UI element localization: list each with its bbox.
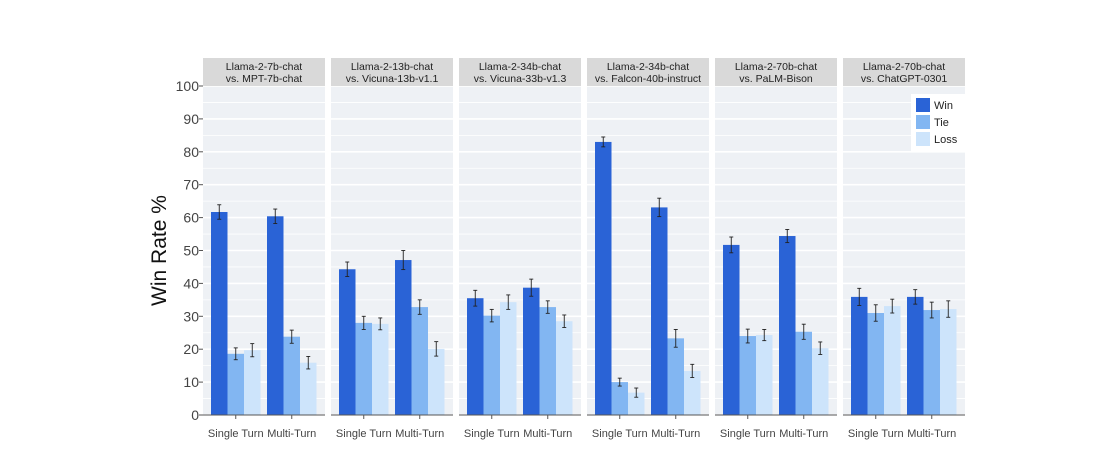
panel-header <box>459 58 581 86</box>
panel-title-line1: Llama-2-34b-chat <box>607 61 689 73</box>
x-tick-label: Multi-Turn <box>651 428 700 440</box>
legend-swatch-win <box>916 98 930 112</box>
y-tick-label: 40 <box>183 275 199 291</box>
legend-label-loss: Loss <box>934 134 958 146</box>
bar-win <box>851 296 868 415</box>
legend-label-tie: Tie <box>934 117 949 129</box>
y-tick-label: 70 <box>183 177 199 193</box>
panel-title-line1: Llama-2-13b-chat <box>351 61 433 73</box>
panel-title-line2: vs. PaLM-Bison <box>739 73 813 85</box>
panel-header <box>331 58 453 86</box>
bar-win <box>779 236 796 415</box>
bar-tie <box>667 338 684 415</box>
bar-loss <box>556 321 573 415</box>
y-tick-label: 0 <box>191 407 199 423</box>
x-tick-label: Single Turn <box>208 428 264 440</box>
bar-tie <box>611 382 628 415</box>
legend-swatch-tie <box>916 115 930 129</box>
bar-loss <box>428 348 445 415</box>
bar-loss <box>756 335 773 415</box>
bar-loss <box>372 323 389 415</box>
panel-header <box>203 58 325 86</box>
bar-win <box>907 296 924 415</box>
bar-loss <box>500 302 517 415</box>
bar-tie <box>227 353 244 415</box>
panel-header <box>715 58 837 86</box>
bar-win <box>595 141 612 415</box>
y-tick-label: 30 <box>183 308 199 324</box>
bar-tie <box>483 315 500 415</box>
panel-title-line2: vs. ChatGPT-0301 <box>861 73 948 85</box>
bar-loss <box>244 350 261 415</box>
panel-title-line2: vs. Vicuna-33b-v1.3 <box>474 73 567 85</box>
panel-title-line1: Llama-2-34b-chat <box>479 61 561 73</box>
x-tick-label: Single Turn <box>848 428 904 440</box>
bar-win <box>723 244 740 415</box>
y-tick-label: 60 <box>183 210 199 226</box>
bar-loss <box>300 362 317 415</box>
bar-loss <box>940 309 957 415</box>
y-tick-label: 100 <box>176 78 200 94</box>
y-tick-label: 20 <box>183 341 199 357</box>
bar-win <box>395 260 412 415</box>
x-tick-label: Multi-Turn <box>395 428 444 440</box>
x-tick-label: Single Turn <box>464 428 520 440</box>
panel-title-line2: vs. Vicuna-13b-v1.1 <box>346 73 439 85</box>
bar-loss <box>628 392 645 415</box>
panel-header <box>843 58 965 86</box>
bar-loss <box>812 348 829 415</box>
bar-tie <box>411 307 428 415</box>
bar-tie <box>795 331 812 415</box>
x-tick-label: Multi-Turn <box>907 428 956 440</box>
y-axis-label: Win Rate % <box>148 195 171 306</box>
legend-swatch-loss <box>916 132 930 146</box>
bar-tie <box>867 313 884 415</box>
panel-title-line1: Llama-2-70b-chat <box>863 61 945 73</box>
bar-tie <box>283 336 300 415</box>
x-tick-label: Multi-Turn <box>523 428 572 440</box>
x-tick-label: Multi-Turn <box>267 428 316 440</box>
bar-tie <box>539 307 556 415</box>
x-tick-label: Single Turn <box>592 428 648 440</box>
bar-tie <box>355 322 372 415</box>
panel-title-line2: vs. MPT-7b-chat <box>226 73 303 85</box>
bar-win <box>523 287 540 415</box>
y-tick-label: 80 <box>183 144 199 160</box>
bar-win <box>211 212 228 415</box>
bar-loss <box>884 306 901 415</box>
y-tick-label: 90 <box>183 111 199 127</box>
panel-title-line1: Llama-2-7b-chat <box>226 61 303 73</box>
bar-win <box>651 207 668 415</box>
x-tick-label: Single Turn <box>720 428 776 440</box>
bar-tie <box>739 336 756 415</box>
y-tick-label: 10 <box>183 374 199 390</box>
x-tick-label: Single Turn <box>336 428 392 440</box>
y-tick-label: 50 <box>183 243 199 259</box>
bar-win <box>267 216 284 415</box>
bar-win <box>339 269 356 415</box>
panel-header <box>587 58 709 86</box>
panel-title-line2: vs. Falcon-40b-instruct <box>595 73 701 85</box>
legend-label-win: Win <box>934 100 953 112</box>
bar-loss <box>684 370 701 415</box>
panel-title-line1: Llama-2-70b-chat <box>735 61 817 73</box>
x-tick-label: Multi-Turn <box>779 428 828 440</box>
bar-tie <box>923 310 940 415</box>
bar-win <box>467 298 484 415</box>
